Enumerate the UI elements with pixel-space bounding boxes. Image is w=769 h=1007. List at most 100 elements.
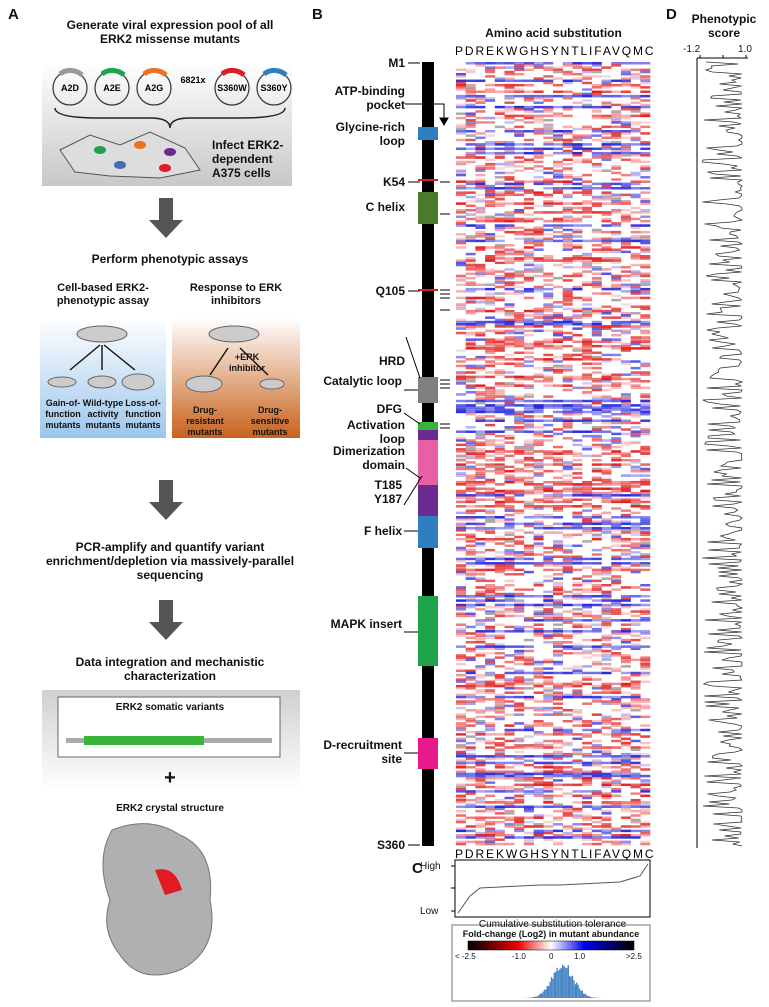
heat-cell [494, 393, 505, 396]
heat-cell [601, 443, 612, 447]
heat-cell [514, 180, 525, 183]
heat-cell [456, 737, 466, 741]
heat-cell [591, 64, 602, 67]
heat-cell [630, 814, 641, 817]
heat-cell [475, 215, 486, 219]
heat-cell [465, 719, 476, 723]
heat-cell [553, 586, 563, 589]
heat-cell [514, 542, 525, 545]
heat-cell [485, 287, 496, 291]
heat-cell [620, 671, 631, 675]
heat-cell [494, 362, 505, 365]
heat-cell [533, 522, 544, 526]
heat-cell [485, 671, 496, 675]
heat-cell [620, 323, 631, 326]
heat-cell [630, 263, 641, 267]
heat-cell [514, 340, 525, 344]
heat-cell [572, 625, 583, 629]
heat-cell [611, 399, 622, 403]
heat-cell [504, 803, 515, 806]
heat-cell [601, 498, 612, 501]
heat-cell [494, 292, 505, 295]
heat-cell [514, 757, 525, 760]
heat-cell [523, 478, 534, 482]
heat-cell [494, 404, 505, 407]
heat-cell [475, 568, 486, 572]
heat-cell [640, 660, 651, 664]
heat-cell [533, 156, 544, 159]
heat-cell [533, 744, 544, 747]
site-marks [440, 181, 450, 429]
heat-cell [543, 487, 554, 490]
heat-cell [553, 151, 563, 155]
heat-cell [611, 636, 622, 640]
heat-cell [504, 382, 515, 385]
heat-cell [620, 562, 631, 565]
heat-cell [533, 507, 544, 510]
heat-cell [630, 564, 641, 567]
heat-cell [630, 524, 641, 528]
heat-cell [494, 204, 505, 208]
heat-cell [494, 448, 505, 451]
heat-cell [582, 794, 593, 798]
heat-cell [630, 217, 641, 221]
heat-cell [582, 421, 593, 425]
heat-cell [640, 147, 651, 151]
heat-cell [620, 158, 631, 161]
heat-cell [523, 250, 534, 254]
heat-cell [456, 634, 466, 637]
leader-lines [403, 62, 449, 846]
heat-cell [582, 605, 593, 609]
assay-arrows [69, 344, 269, 376]
heat-cell [630, 836, 641, 839]
heat-cell [494, 255, 505, 258]
heat-cell [582, 625, 593, 629]
heat-cell [494, 452, 505, 455]
heat-cell [494, 325, 505, 328]
heat-cell [504, 790, 515, 793]
heat-cell [494, 500, 505, 504]
heat-cell [533, 662, 544, 666]
heat-cell [475, 182, 486, 186]
heat-cell [494, 369, 505, 372]
heat-cell [611, 608, 622, 611]
heat-cell [611, 498, 622, 501]
heat-cell [504, 202, 515, 205]
heat-cell [562, 616, 573, 620]
heat-cell [601, 777, 612, 780]
heat-cell [523, 448, 534, 451]
heat-cell [601, 478, 612, 482]
heat-cell [630, 551, 641, 554]
heat-cell [591, 770, 602, 773]
heat-cell [553, 612, 563, 616]
heat-cell [562, 406, 573, 409]
hist-bar [588, 996, 590, 998]
heat-cell [504, 682, 515, 686]
hist-bar [542, 991, 544, 998]
hist-bar [567, 965, 569, 998]
heat-cell [485, 829, 496, 833]
heat-cell [543, 693, 554, 697]
heat-cell [456, 524, 466, 528]
heat-cell [601, 774, 612, 778]
heat-cell [465, 766, 476, 769]
heat-cell [456, 393, 466, 396]
heat-cell [465, 480, 476, 484]
heat-cell [601, 746, 612, 749]
heat-cell [485, 140, 496, 144]
heat-cell [514, 671, 525, 675]
heat-cell [562, 274, 573, 278]
heat-cell [582, 752, 593, 756]
heat-cell [620, 566, 631, 569]
heat-cell [572, 597, 583, 600]
heat-cell [465, 347, 476, 350]
heat-cell [456, 237, 466, 240]
heat-cell [514, 787, 525, 791]
heat-cell [611, 483, 622, 486]
heat-cell [611, 178, 622, 181]
heat-cell [620, 143, 631, 146]
heat-cell [475, 417, 486, 420]
heat-cell [523, 678, 534, 681]
heat-cell [475, 680, 486, 683]
heat-cell [553, 235, 563, 238]
